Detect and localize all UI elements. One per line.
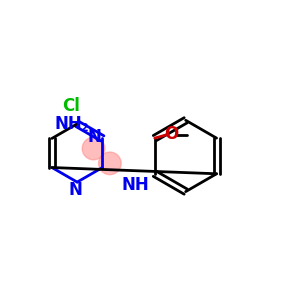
Text: 2: 2	[80, 123, 88, 133]
Text: N: N	[69, 182, 82, 200]
Circle shape	[82, 137, 105, 160]
Text: O: O	[164, 125, 178, 143]
Text: N: N	[87, 128, 101, 146]
Text: Cl: Cl	[62, 97, 80, 115]
Circle shape	[99, 152, 121, 175]
Text: NH: NH	[54, 115, 82, 133]
Text: NH: NH	[122, 176, 150, 194]
